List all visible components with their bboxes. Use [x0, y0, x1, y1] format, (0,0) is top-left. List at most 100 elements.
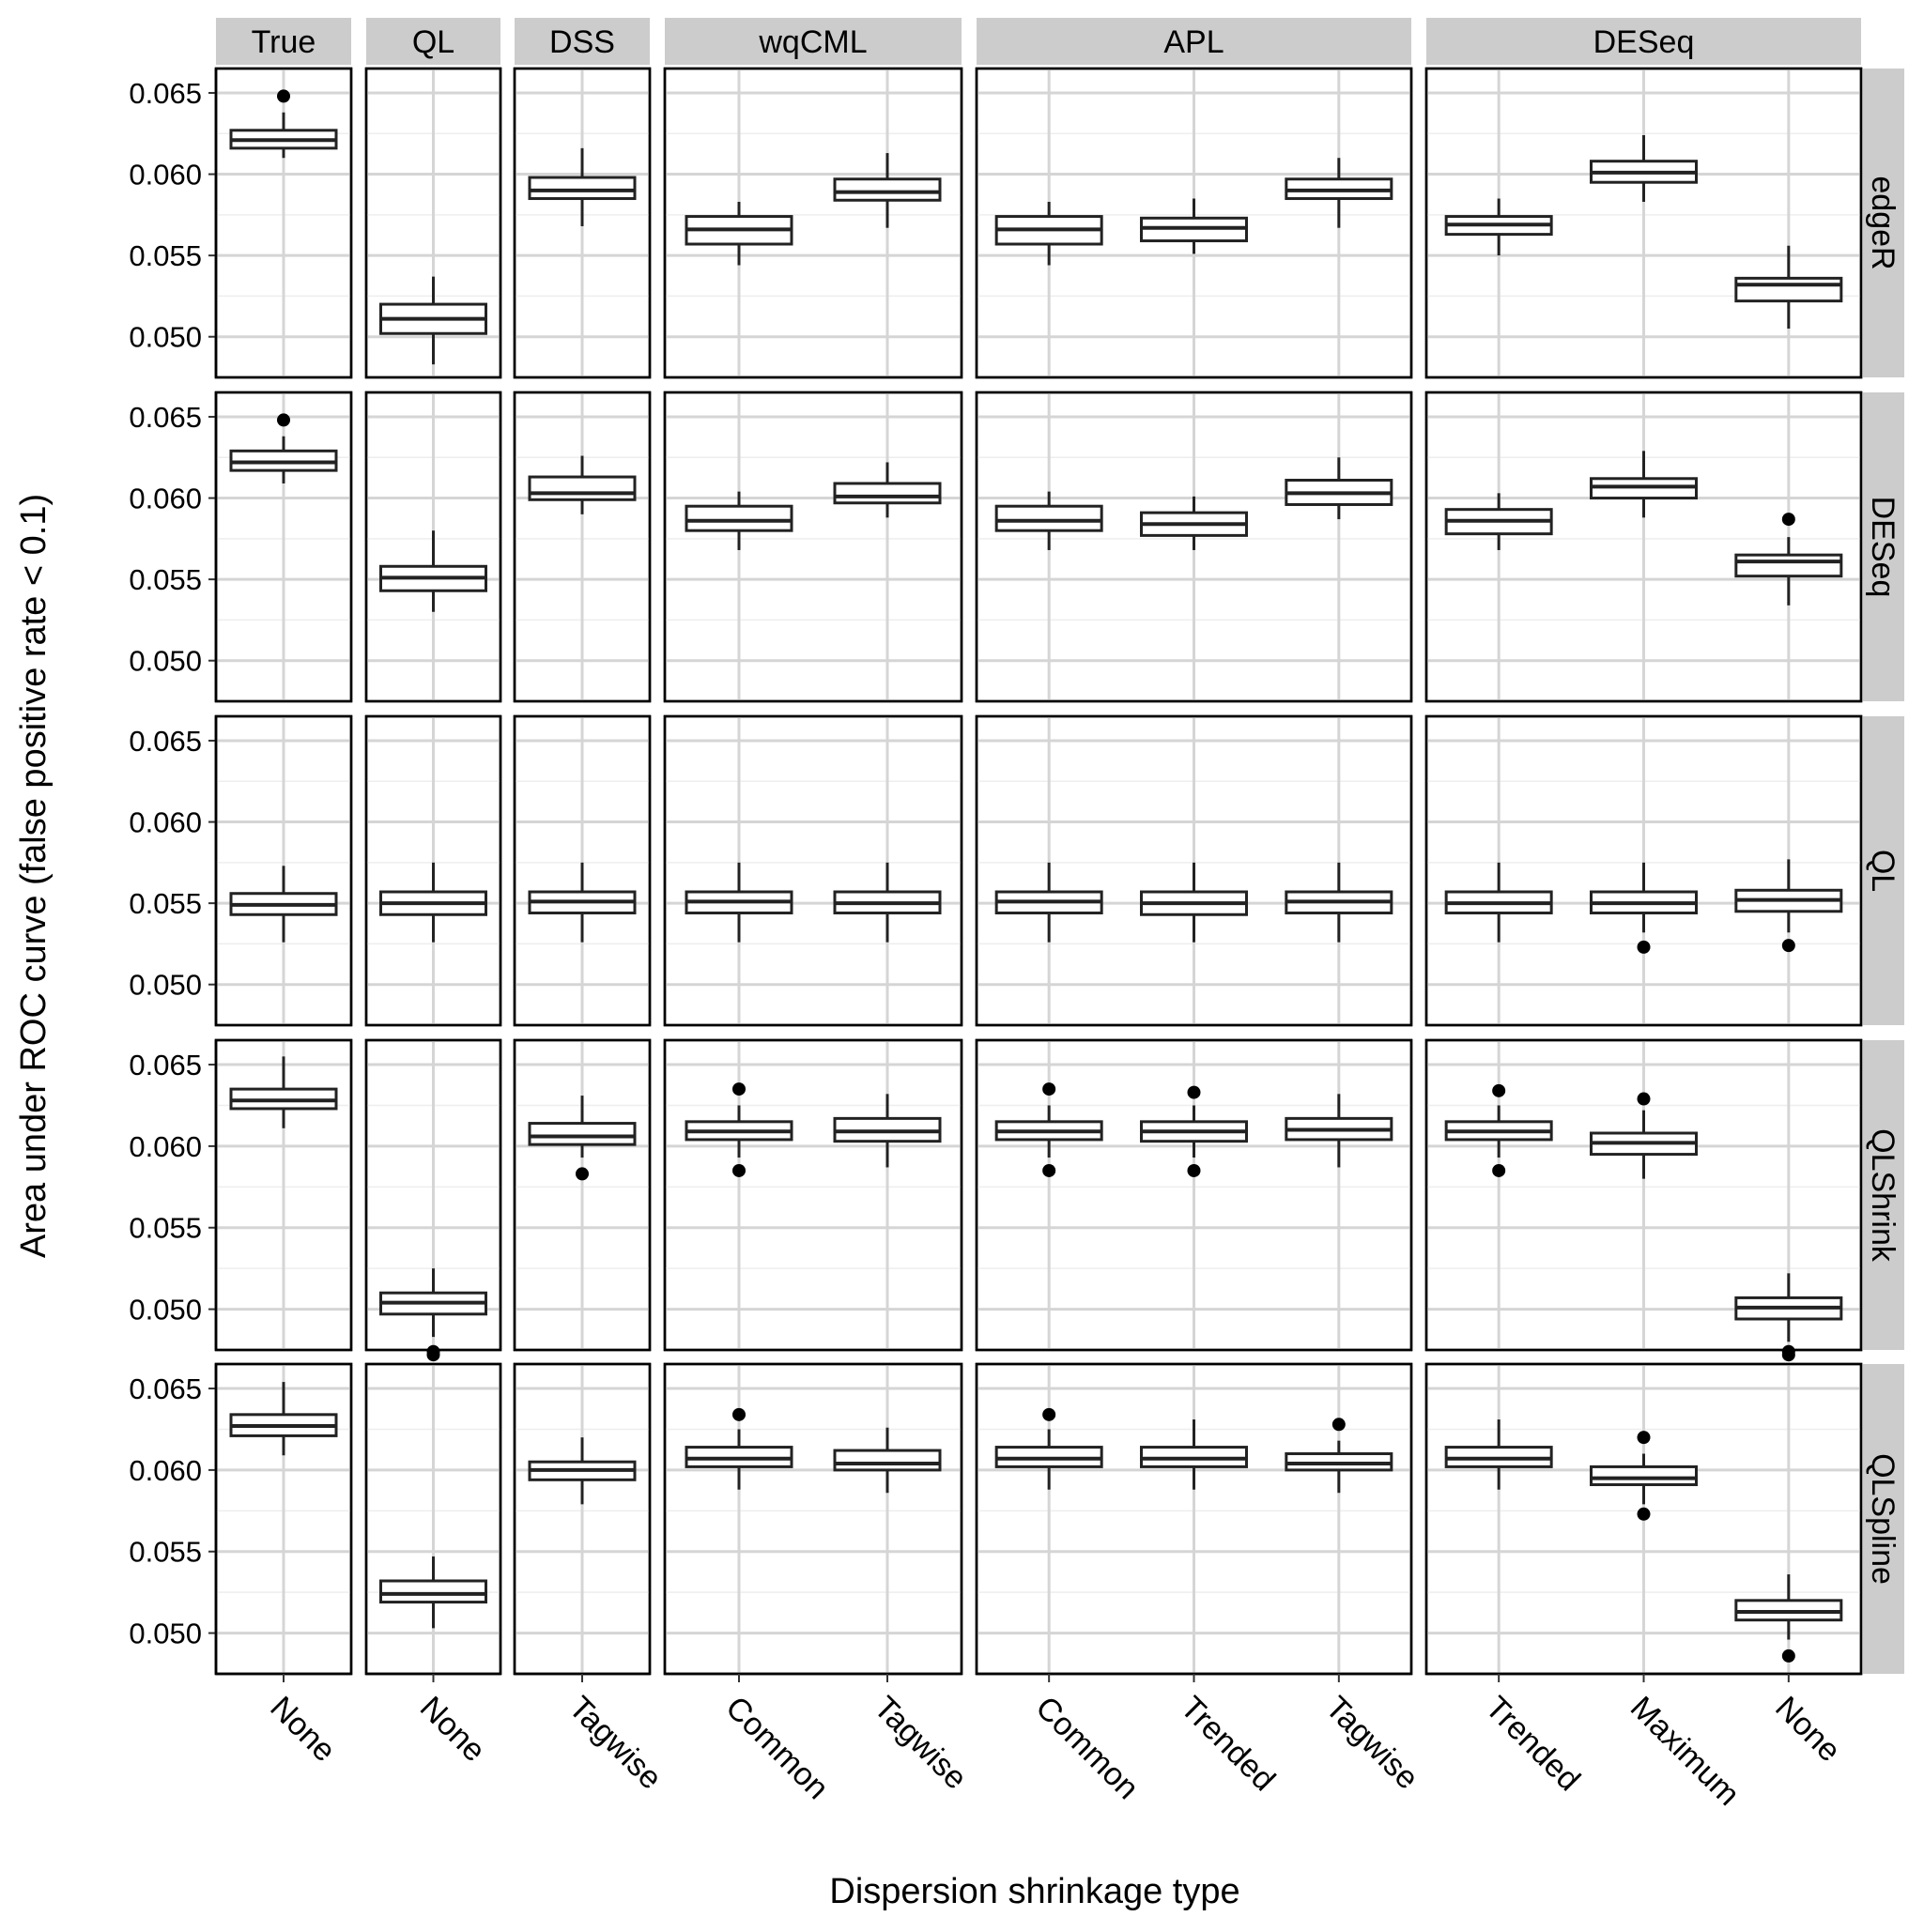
- panel-frame: [663, 714, 963, 1027]
- outlier-point: [277, 413, 290, 427]
- y-tick-label: 0.065: [129, 1049, 202, 1081]
- panel-border: [1424, 714, 1863, 1027]
- panel-border: [663, 67, 963, 379]
- column-facet-strip: [977, 18, 1411, 65]
- x-tick-label: None: [413, 1690, 492, 1769]
- outlier-point: [426, 1344, 440, 1358]
- panel-border: [1424, 67, 1863, 379]
- facet-panel: [513, 391, 652, 703]
- row-facet-label: DESeq: [1865, 497, 1901, 598]
- column-facet-strip: [366, 18, 500, 65]
- panel-border: [975, 714, 1413, 1027]
- outlier-point: [1637, 1092, 1651, 1106]
- column-facet-strip: [1426, 18, 1861, 65]
- outlier-point: [1781, 1344, 1795, 1358]
- y-tick-label: 0.055: [129, 563, 202, 596]
- y-tick-label: 0.065: [129, 1372, 202, 1405]
- facet-panel: [1424, 1038, 1863, 1362]
- facet-panel: [214, 714, 353, 1027]
- box-iqr: [528, 475, 637, 501]
- facet-panel: [975, 1038, 1413, 1352]
- row-facet-strip: [1863, 716, 1904, 1025]
- panel-frame: [663, 1362, 963, 1676]
- y-tick-label: 0.055: [129, 887, 202, 920]
- panel-border: [663, 391, 963, 703]
- facet-panel: [663, 1362, 963, 1676]
- panel-border: [513, 67, 652, 379]
- facet-panel: [214, 67, 353, 379]
- panel-border: [364, 391, 502, 703]
- column-facet-strip: [216, 18, 351, 65]
- box-iqr: [1734, 276, 1843, 303]
- outlier-point: [1187, 1085, 1201, 1099]
- x-tick-label: Common: [718, 1690, 835, 1806]
- y-tick-label: 0.060: [129, 806, 202, 839]
- y-tick-label: 0.050: [129, 1618, 202, 1650]
- facet-panel: [663, 714, 963, 1027]
- panel-border: [364, 1038, 502, 1352]
- outlier-point: [1637, 940, 1651, 954]
- row-facet-label: QLShrink: [1865, 1128, 1901, 1263]
- box-iqr: [379, 1579, 487, 1604]
- facet-panel: [513, 1038, 652, 1352]
- panel-border: [364, 67, 502, 379]
- y-tick-label: 0.050: [129, 321, 202, 354]
- row-facet-strip: [1863, 392, 1904, 701]
- panel-frame: [663, 1038, 963, 1352]
- facet-panel: [975, 391, 1413, 703]
- column-facet-strip: [665, 18, 962, 65]
- facet-panel: [214, 1362, 353, 1676]
- column-facet-label: APL: [1163, 24, 1224, 60]
- x-tick-label: Tagwise: [1318, 1690, 1425, 1797]
- outlier-point: [1492, 1083, 1506, 1097]
- column-facet-strip: [515, 18, 650, 65]
- facet-panel: [513, 1362, 652, 1676]
- row-facet-strip: [1863, 1364, 1904, 1674]
- column-facet-label: DSS: [549, 24, 615, 60]
- facet-panel: [214, 1038, 353, 1352]
- x-tick-label: Common: [1029, 1690, 1146, 1806]
- column-facet-label: QL: [412, 24, 454, 60]
- y-tick-label: 0.060: [129, 1454, 202, 1487]
- facet-panel: [214, 391, 353, 703]
- facet-panel: [364, 1038, 502, 1362]
- facet-panel: [975, 67, 1413, 379]
- facet-panel: [364, 714, 502, 1027]
- x-tick-label: None: [1768, 1690, 1847, 1769]
- outlier-point: [1042, 1082, 1056, 1096]
- x-tick-label: Maximum: [1624, 1690, 1747, 1813]
- facet-panel: [364, 67, 502, 379]
- facet-panel: [663, 391, 963, 703]
- y-tick-label: 0.065: [129, 77, 202, 110]
- box-iqr: [833, 1449, 942, 1472]
- row-facet-strip: [1863, 69, 1904, 377]
- panel-border: [513, 1038, 652, 1352]
- panel-frame: [663, 391, 963, 703]
- panel-border: [1424, 1038, 1863, 1352]
- box-iqr: [1590, 1464, 1698, 1487]
- facet-panel: [1424, 1362, 1863, 1676]
- panel-border: [513, 391, 652, 703]
- panel-border: [663, 714, 963, 1027]
- outlier-point: [732, 1082, 746, 1096]
- outlier-point: [732, 1163, 746, 1177]
- facet-panel: [364, 1362, 502, 1676]
- x-tick-label: Tagwise: [562, 1690, 669, 1797]
- y-tick-label: 0.060: [129, 483, 202, 515]
- y-tick-label: 0.065: [129, 725, 202, 758]
- row-facet-label: edgeR: [1865, 176, 1901, 269]
- box-iqr: [833, 177, 942, 202]
- outlier-point: [1637, 1507, 1651, 1521]
- column-facet-label: DESeq: [1593, 24, 1695, 60]
- outlier-point: [1042, 1407, 1056, 1421]
- y-axis-label: Area under ROC curve (false positive rat…: [14, 494, 54, 1258]
- y-tick-label: 0.050: [129, 1294, 202, 1326]
- panel-border: [513, 714, 652, 1027]
- y-tick-label: 0.065: [129, 401, 202, 434]
- y-tick-label: 0.060: [129, 1130, 202, 1163]
- outlier-point: [576, 1167, 589, 1181]
- y-tick-label: 0.060: [129, 159, 202, 192]
- outlier-point: [1042, 1163, 1056, 1177]
- panel-border: [663, 1038, 963, 1352]
